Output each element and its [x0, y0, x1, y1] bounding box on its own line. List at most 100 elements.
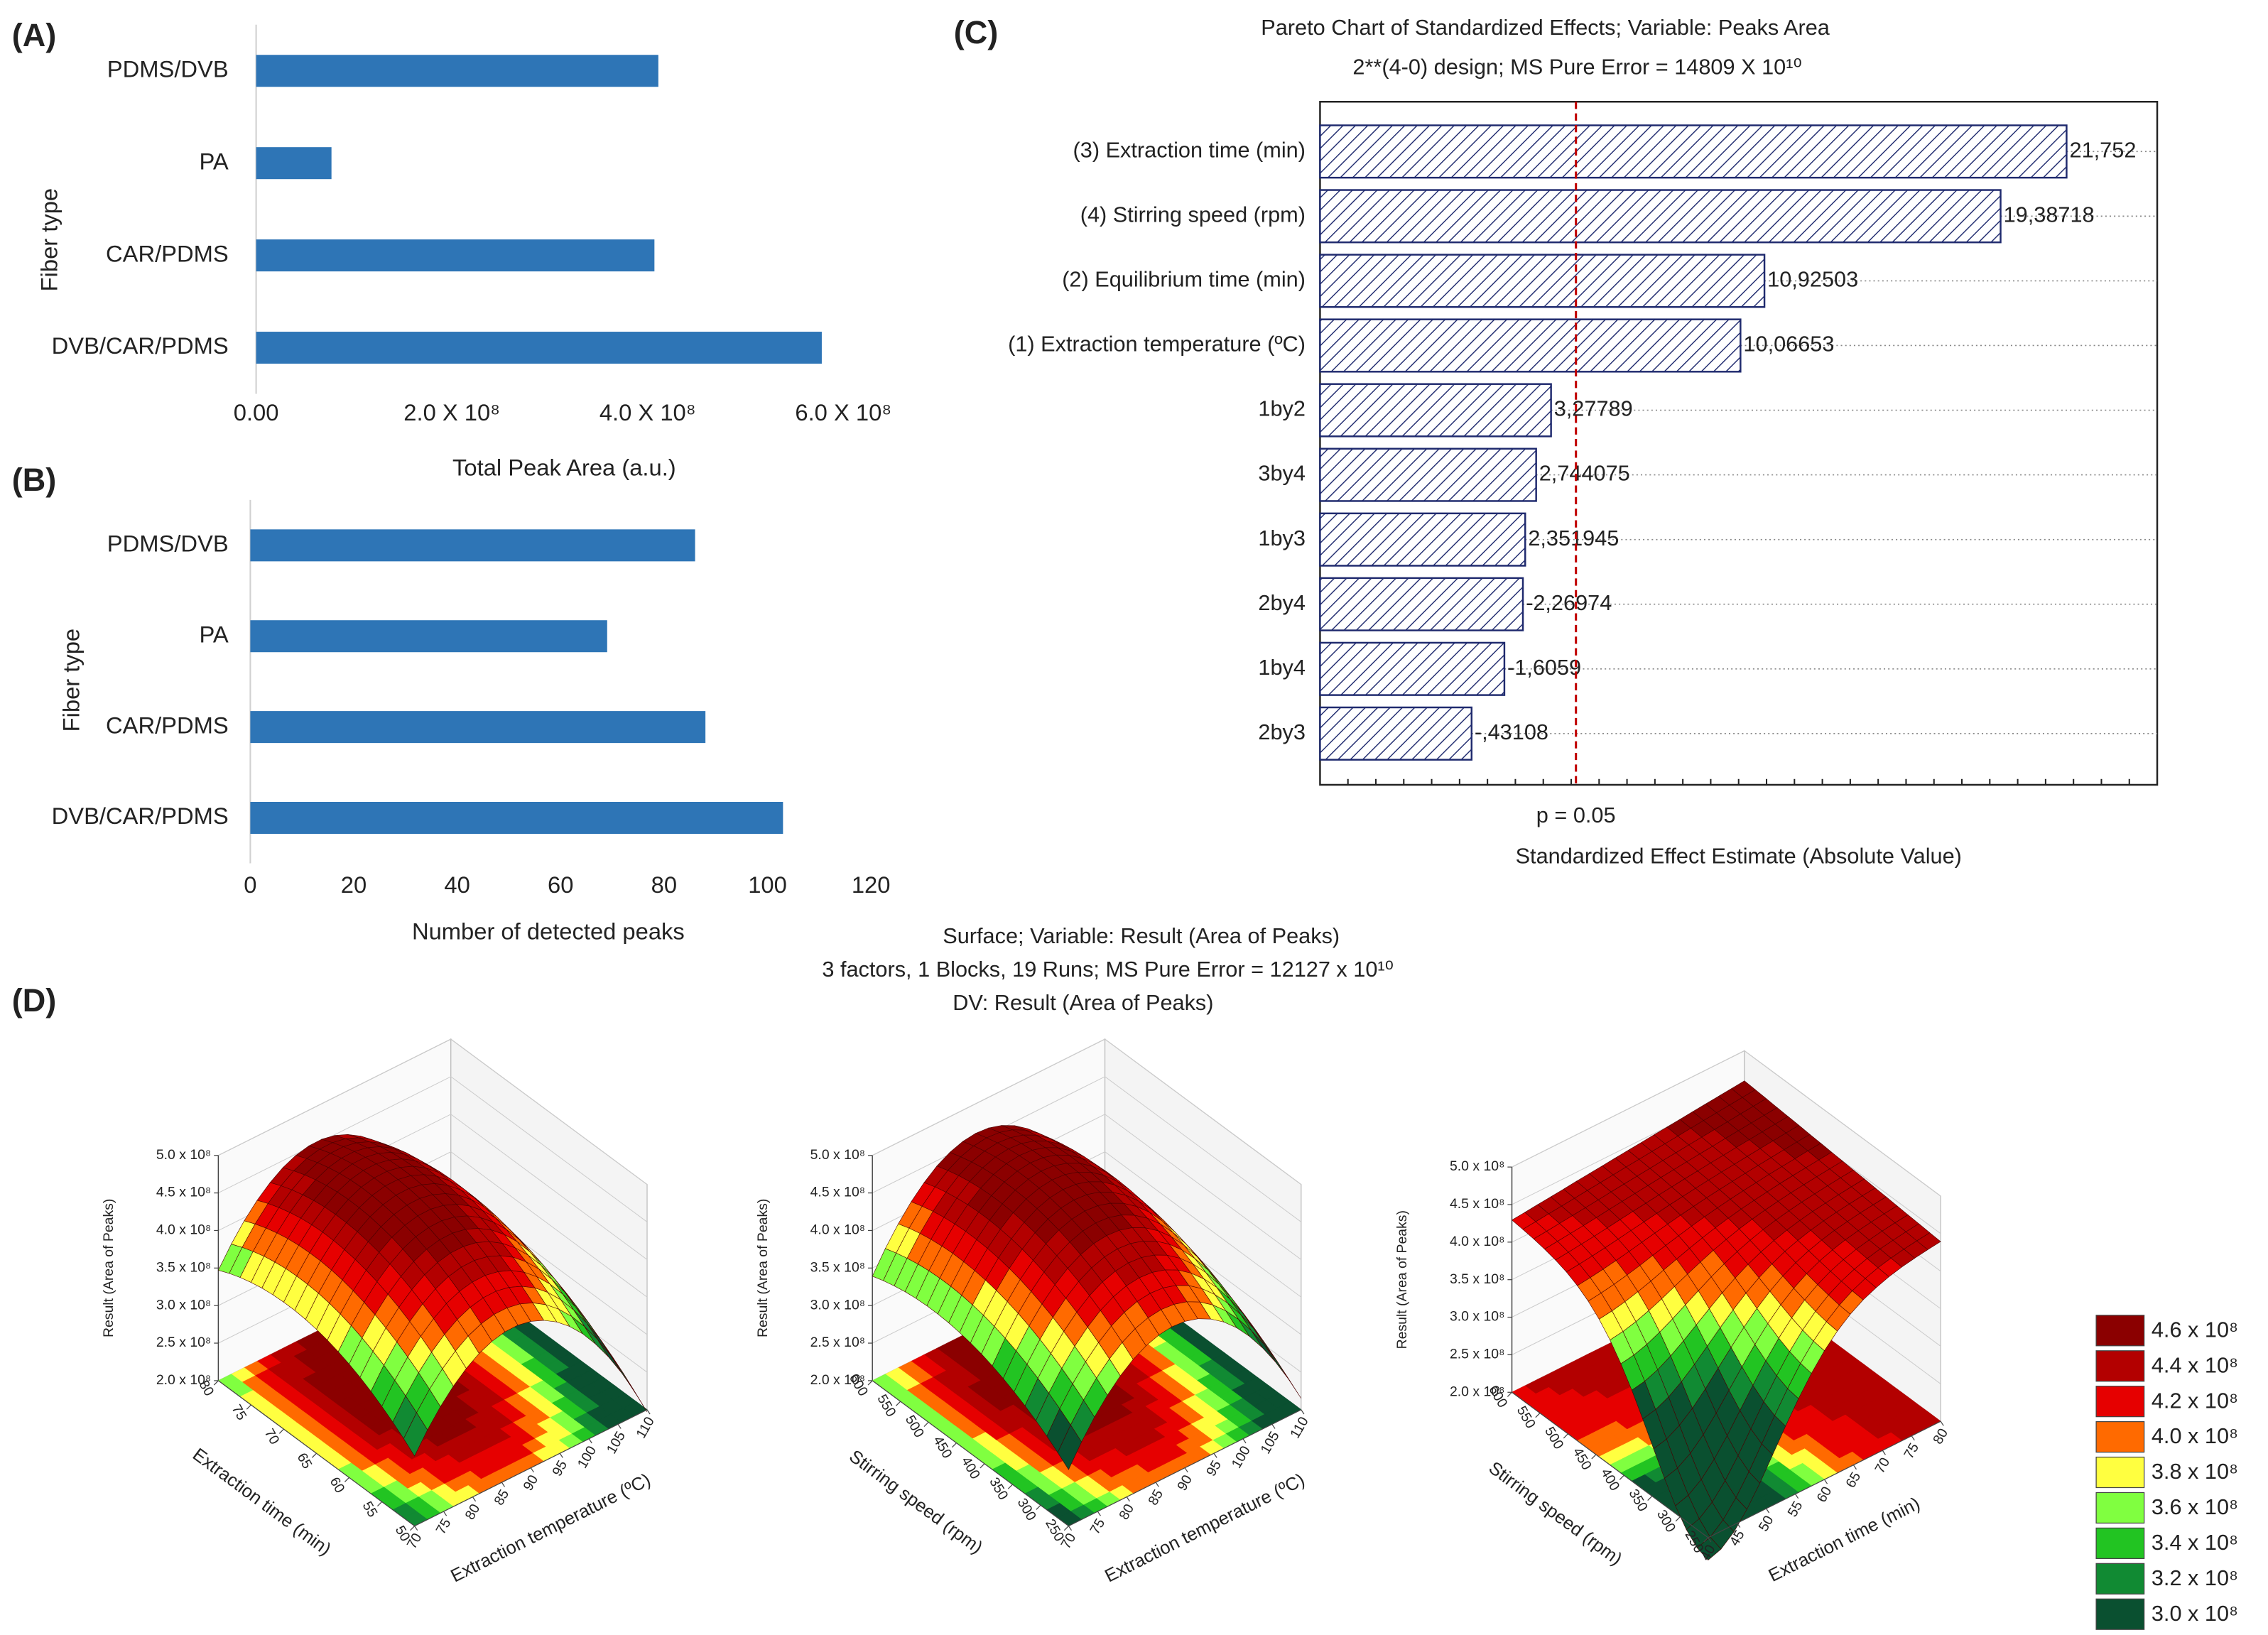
z-tick-label: 2.5 x 10⁸: [810, 1335, 865, 1350]
x-tick-label: 75: [1087, 1516, 1108, 1537]
bar: [1319, 641, 1506, 696]
x-tick-label: 105: [604, 1429, 629, 1457]
y-tick: [951, 1443, 957, 1448]
legend-label: 4.6 x 10⁸: [2152, 1317, 2238, 1342]
z-tick-label: 3.0 x 10⁸: [810, 1297, 865, 1313]
legend-swatch: [2095, 1350, 2145, 1382]
x-tick-label: 90: [520, 1472, 541, 1494]
z-axis-title: Result (Area of Peaks): [1394, 1210, 1410, 1349]
panel-label: (C): [954, 14, 998, 50]
y-tick: [344, 1477, 349, 1482]
x-tick-label: 70: [1872, 1455, 1893, 1476]
y-tick: [410, 1526, 416, 1531]
x-axis-line: [1068, 1409, 1302, 1527]
x-tick-label: 110: [633, 1414, 658, 1441]
y-tick-label: CAR/PDMS: [106, 240, 229, 266]
y-tick: [1703, 1537, 1709, 1543]
bar: [1319, 254, 1766, 308]
value-label: 10,06653: [1743, 332, 1834, 357]
legend-swatch: [2095, 1315, 2145, 1347]
legend-swatch: [2095, 1598, 2145, 1630]
value-label: 10,92503: [1767, 267, 1858, 292]
y-tick: [896, 1401, 901, 1406]
y-tick-label: CAR/PDMS: [106, 712, 229, 738]
y-tick-label: 2by3: [1258, 719, 1306, 744]
bar: [256, 239, 655, 272]
x-tick-label: 80: [462, 1501, 484, 1523]
x-tick: [646, 1409, 651, 1415]
bar: [250, 620, 607, 653]
legend-swatch: [2095, 1421, 2145, 1453]
y-tick: [278, 1428, 284, 1434]
x-tick-label: 85: [491, 1487, 512, 1508]
legend-label: 3.6 x 10⁸: [2152, 1494, 2238, 1519]
x-axis-title: Standardized Effect Estimate (Absolute V…: [1516, 843, 1962, 868]
x-tick-label: 95: [549, 1458, 570, 1479]
value-label: -,43108: [1475, 719, 1548, 744]
panel-label: (B): [12, 462, 56, 498]
z-tick-label: 2.0 x 10⁸: [156, 1372, 211, 1388]
bar: [1319, 318, 1742, 373]
legend-swatch: [2095, 1492, 2145, 1524]
y-tick-label: 60: [327, 1474, 348, 1496]
x-tick: [1301, 1409, 1305, 1415]
y-tick: [1036, 1504, 1041, 1510]
z-tick-label: 3.5 x 10⁸: [156, 1259, 211, 1275]
z-tick-label: 3.5 x 10⁸: [810, 1259, 865, 1275]
x-tick-label: 75: [433, 1516, 455, 1537]
chart-title: Pareto Chart of Standardized Effects; Va…: [1261, 15, 1830, 40]
bar: [1319, 512, 1526, 567]
x-tick-label: 85: [1145, 1487, 1166, 1508]
y-tick-label: 75: [229, 1402, 250, 1423]
z-axis-title: Result (Area of Peaks): [755, 1199, 771, 1337]
legend-label: 3.0 x 10⁸: [2152, 1601, 2238, 1626]
z-tick-label: 2.5 x 10⁸: [156, 1335, 211, 1350]
y-tick: [213, 1380, 219, 1386]
x-tick-label: 60: [548, 871, 573, 898]
x-tick: [1823, 1479, 1828, 1484]
chart-subtitle: 3 factors, 1 Blocks, 19 Runs; MS Pure Er…: [822, 957, 1394, 982]
z-tick-label: 4.0 x 10⁸: [1450, 1234, 1504, 1249]
x-tick-label: 90: [1174, 1472, 1195, 1494]
x-tick-label: 20: [341, 871, 367, 898]
legend-swatch: [2095, 1563, 2145, 1595]
y-axis-line: [1512, 1391, 1709, 1538]
x-tick-label: 2.0 X 10⁸: [403, 399, 500, 425]
y-tick-label: DVB/CAR/PDMS: [52, 803, 229, 829]
y-tick: [1063, 1526, 1069, 1531]
z-axis-title: Result (Area of Peaks): [101, 1199, 116, 1337]
bar: [256, 147, 332, 180]
value-label: 21,752: [2070, 137, 2137, 162]
z-tick-label: 4.0 x 10⁸: [156, 1222, 211, 1238]
y-tick-label: 1by3: [1258, 526, 1306, 550]
surface-facet: [403, 1412, 428, 1457]
x-tick-label: 100: [1229, 1443, 1254, 1471]
bar: [250, 529, 695, 562]
x-tick: [1184, 1467, 1188, 1473]
grid-line: [872, 1038, 1302, 1185]
grid-line: [218, 1038, 648, 1185]
y-tick-label: (3) Extraction time (min): [1073, 137, 1306, 162]
x-tick: [1940, 1421, 1944, 1426]
value-label: 2,744075: [1539, 461, 1630, 486]
bar: [1319, 189, 2002, 244]
bar: [1319, 124, 2068, 179]
y-tick-label: PA: [199, 621, 228, 647]
z-tick-label: 3.0 x 10⁸: [1450, 1309, 1504, 1325]
y-tick: [923, 1421, 929, 1427]
x-tick-label: 100: [748, 871, 787, 898]
y-tick: [867, 1380, 873, 1386]
x-tick: [1068, 1526, 1073, 1531]
bar: [250, 802, 783, 835]
x-tick: [530, 1467, 534, 1473]
x-tick-label: 80: [651, 871, 677, 898]
y-tick: [1619, 1474, 1624, 1480]
y-tick-label: (2) Equilibrium time (min): [1062, 267, 1306, 292]
value-label: -1,6059: [1507, 655, 1581, 680]
x-tick-label: 50: [1756, 1513, 1777, 1534]
y-tick: [246, 1404, 251, 1410]
x-tick: [1097, 1511, 1101, 1516]
x-tick-label: 120: [852, 871, 891, 898]
